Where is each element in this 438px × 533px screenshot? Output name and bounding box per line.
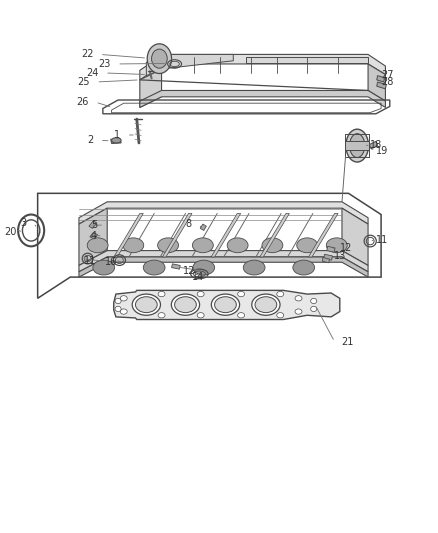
Polygon shape <box>162 214 191 257</box>
Ellipse shape <box>174 297 196 313</box>
Text: 20: 20 <box>4 227 17 237</box>
Ellipse shape <box>93 260 114 275</box>
Text: 26: 26 <box>76 97 89 107</box>
Ellipse shape <box>325 238 346 253</box>
Text: 19: 19 <box>375 146 387 156</box>
Ellipse shape <box>310 298 316 304</box>
Ellipse shape <box>251 294 279 316</box>
Text: 21: 21 <box>340 337 353 347</box>
Polygon shape <box>89 221 96 228</box>
Ellipse shape <box>120 309 127 314</box>
Polygon shape <box>139 91 385 108</box>
Ellipse shape <box>349 134 364 158</box>
Ellipse shape <box>158 313 165 318</box>
Ellipse shape <box>123 238 143 253</box>
Ellipse shape <box>132 294 160 316</box>
Text: 1: 1 <box>114 130 120 140</box>
Ellipse shape <box>276 313 283 318</box>
Ellipse shape <box>115 306 121 312</box>
Ellipse shape <box>292 260 314 275</box>
Polygon shape <box>211 214 240 257</box>
Text: 22: 22 <box>81 50 93 59</box>
Polygon shape <box>79 208 107 265</box>
Polygon shape <box>345 141 368 150</box>
Ellipse shape <box>157 238 178 253</box>
Text: 16: 16 <box>104 257 117 267</box>
Circle shape <box>147 44 171 74</box>
Ellipse shape <box>294 296 301 301</box>
Text: 2: 2 <box>87 135 93 146</box>
Polygon shape <box>308 214 337 257</box>
Polygon shape <box>113 214 143 257</box>
Text: 8: 8 <box>185 219 191 229</box>
Polygon shape <box>321 257 328 263</box>
Polygon shape <box>376 76 384 82</box>
Polygon shape <box>113 290 339 319</box>
Ellipse shape <box>243 260 265 275</box>
Ellipse shape <box>158 292 165 297</box>
Text: 11: 11 <box>375 235 387 245</box>
Text: 23: 23 <box>98 59 110 69</box>
Text: 18: 18 <box>369 140 381 150</box>
Ellipse shape <box>227 238 247 253</box>
Text: 4: 4 <box>90 231 96 241</box>
Polygon shape <box>246 57 367 63</box>
Polygon shape <box>139 69 161 108</box>
Text: 11: 11 <box>84 256 96 266</box>
Ellipse shape <box>276 292 283 297</box>
Circle shape <box>151 49 167 68</box>
Ellipse shape <box>115 298 121 304</box>
Ellipse shape <box>254 297 276 313</box>
Ellipse shape <box>261 238 282 253</box>
Polygon shape <box>79 251 367 272</box>
Text: 13: 13 <box>333 251 346 261</box>
Ellipse shape <box>197 292 204 297</box>
Text: 12: 12 <box>182 266 194 276</box>
Ellipse shape <box>192 260 214 275</box>
Polygon shape <box>110 139 121 143</box>
Ellipse shape <box>120 296 127 301</box>
Text: 27: 27 <box>380 70 393 79</box>
Ellipse shape <box>294 309 301 314</box>
Text: 28: 28 <box>380 77 392 87</box>
Polygon shape <box>367 64 385 101</box>
Ellipse shape <box>345 129 367 162</box>
Polygon shape <box>368 141 377 149</box>
Text: 24: 24 <box>86 68 98 78</box>
Ellipse shape <box>310 306 316 312</box>
Ellipse shape <box>87 238 108 253</box>
Polygon shape <box>90 232 97 239</box>
Polygon shape <box>341 208 367 265</box>
Polygon shape <box>171 264 180 269</box>
Text: 14: 14 <box>191 272 203 282</box>
Ellipse shape <box>214 297 236 313</box>
Polygon shape <box>139 54 385 80</box>
Ellipse shape <box>237 292 244 297</box>
Ellipse shape <box>143 260 165 275</box>
Text: 25: 25 <box>77 77 90 87</box>
Ellipse shape <box>296 238 317 253</box>
Ellipse shape <box>197 313 204 318</box>
Polygon shape <box>326 246 334 252</box>
Polygon shape <box>79 202 367 224</box>
Text: 12: 12 <box>339 243 351 253</box>
Polygon shape <box>200 224 206 230</box>
Polygon shape <box>259 214 289 257</box>
Ellipse shape <box>135 297 157 313</box>
Ellipse shape <box>171 294 199 316</box>
Polygon shape <box>79 257 367 277</box>
Ellipse shape <box>237 313 244 318</box>
Ellipse shape <box>211 294 239 316</box>
Text: 3: 3 <box>21 218 27 228</box>
Polygon shape <box>323 254 332 260</box>
Polygon shape <box>376 82 385 89</box>
Polygon shape <box>146 54 233 76</box>
Text: 5: 5 <box>91 220 97 230</box>
Ellipse shape <box>192 238 213 253</box>
Ellipse shape <box>111 138 121 143</box>
